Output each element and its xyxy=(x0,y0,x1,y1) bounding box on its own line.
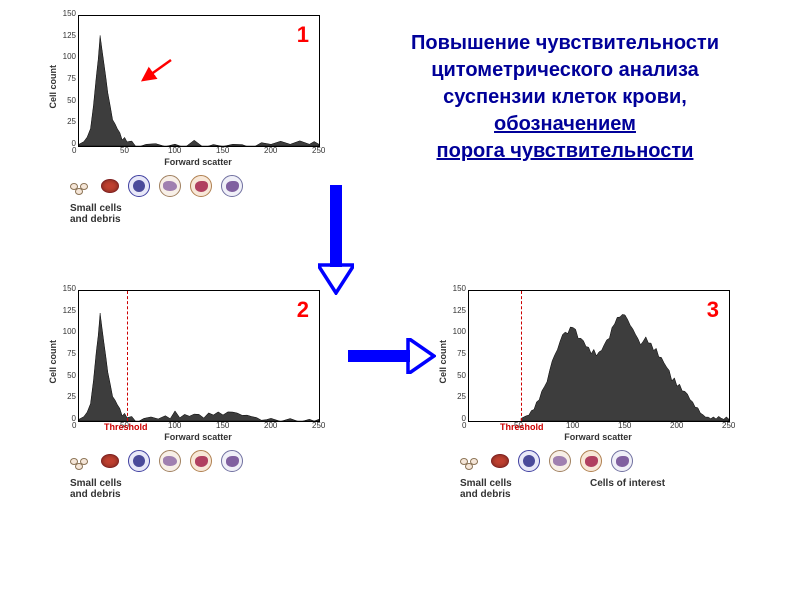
panel-1: Cell count 0255075100125150 1 0501001502… xyxy=(50,15,330,147)
panel-3: Cell count 0255075100125150 3 0501001502… xyxy=(440,290,740,422)
chart-svg-3 xyxy=(469,291,729,421)
xlabel-2: Forward scatter xyxy=(78,432,318,442)
cell-row-1 xyxy=(70,175,243,197)
threshold-line-3 xyxy=(521,291,522,421)
panel-num-3: 3 xyxy=(707,297,719,323)
chart-box-2: 2 xyxy=(78,290,320,422)
title-line1: Повышение чувствительности xyxy=(411,32,719,54)
threshold-label-3: Threshold xyxy=(500,422,544,432)
ylabel-1: Cell count xyxy=(48,65,58,109)
cells-interest-label-3: Cells of interest xyxy=(590,478,665,489)
panel-num-1: 1 xyxy=(297,22,309,48)
panel-num-2: 2 xyxy=(297,297,309,323)
panel-2: Cell count 0255075100125150 2 0501001502… xyxy=(50,290,330,422)
chart-box-3: 3 xyxy=(468,290,730,422)
title-line3: суспензии клеток крови, xyxy=(443,86,687,108)
horizontal-arrow-icon xyxy=(348,338,436,374)
vertical-arrow-icon xyxy=(318,185,354,295)
xlabel-1: Forward scatter xyxy=(78,157,318,167)
title-line2: цитометрического анализа xyxy=(431,59,699,81)
small-cells-label-2: Small cells and debris xyxy=(70,478,122,500)
small-cells-label-1: Small cells and debris xyxy=(70,203,122,225)
ylabel-3: Cell count xyxy=(438,340,448,384)
title-line4: обозначением xyxy=(494,113,636,135)
title-line5: порога чувствительности xyxy=(437,140,694,162)
threshold-line-2 xyxy=(127,291,128,421)
cell-row-2 xyxy=(70,450,243,472)
chart-box-1: 1 xyxy=(78,15,320,147)
red-arrow-icon xyxy=(137,58,173,84)
small-cells-label-3: Small cells and debris xyxy=(460,478,512,500)
ylabel-2: Cell count xyxy=(48,340,58,384)
chart-svg-1 xyxy=(79,16,319,146)
main-title: Повышение чувствительности цитометрическ… xyxy=(350,30,780,165)
threshold-label-2: Threshold xyxy=(104,422,148,432)
xlabel-3: Forward scatter xyxy=(468,432,728,442)
chart-svg-2 xyxy=(79,291,319,421)
cell-row-3 xyxy=(460,450,633,472)
